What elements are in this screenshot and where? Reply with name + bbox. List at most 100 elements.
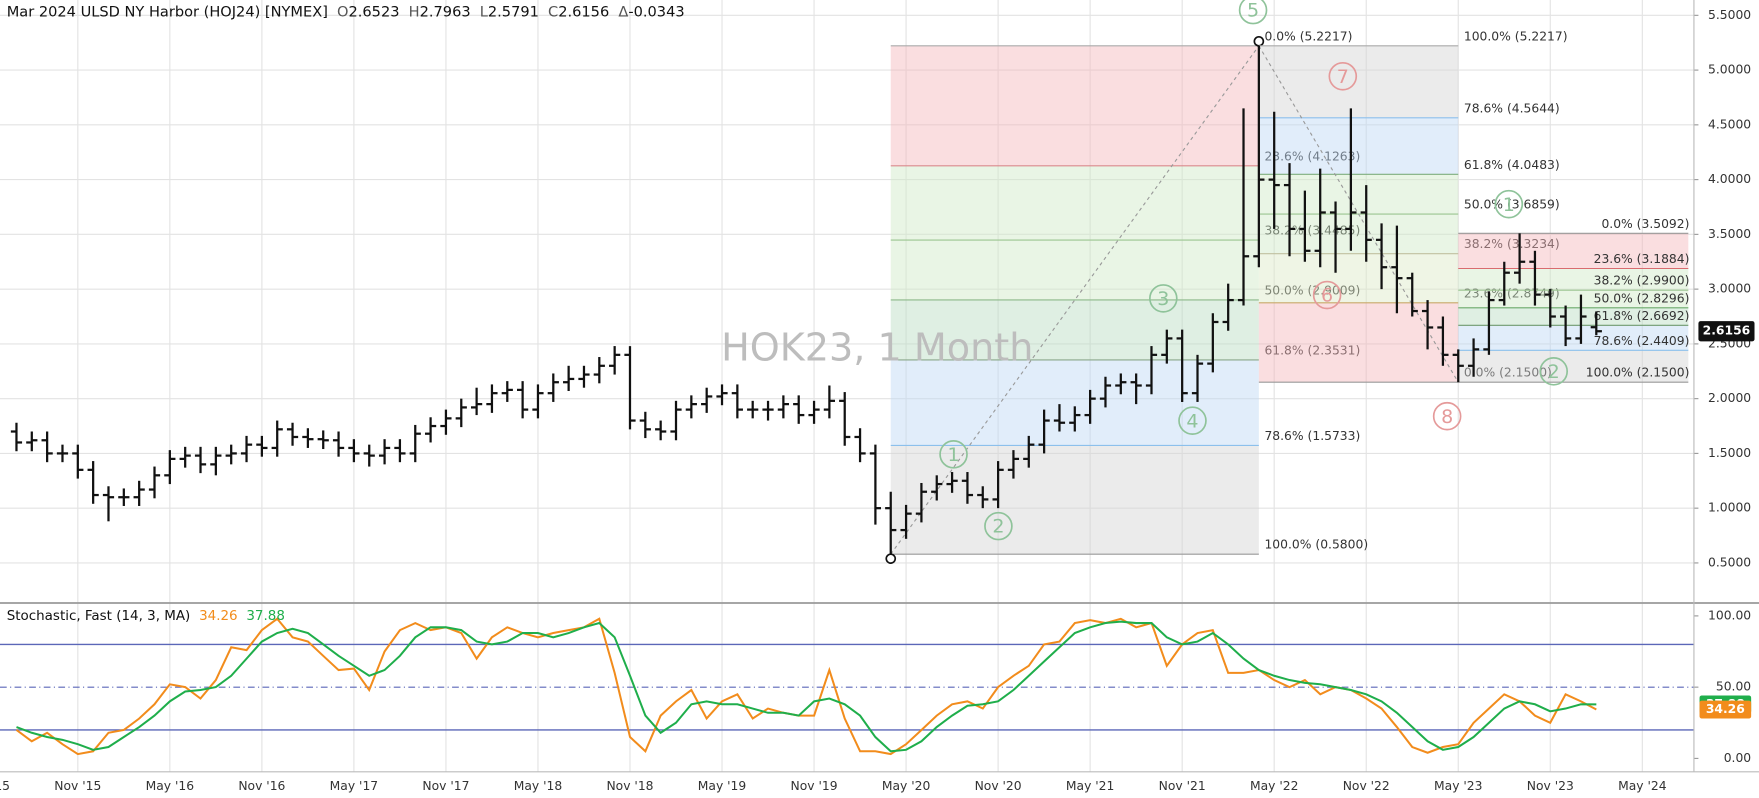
fib-label: 50.0% (2.9009)	[1264, 284, 1360, 298]
wave-label: 8	[1441, 406, 1453, 428]
wave-circle	[1328, 61, 1358, 91]
x-tick-label: May '23	[1434, 779, 1482, 793]
stochastic-header: Stochastic, Fast (14, 3, MA) 34.26 37.88	[7, 609, 285, 624]
ohlc-label: H	[409, 3, 420, 20]
fib-zone	[1458, 325, 1689, 351]
x-tick-label: Nov '18	[606, 779, 653, 793]
stochastic-layer	[0, 617, 1694, 756]
y-tick-label: 5.5000	[1708, 8, 1751, 22]
wave-circle	[1432, 401, 1462, 431]
fib-label: 50.0% (3.6859)	[1464, 198, 1560, 212]
open-value: 2.6523	[349, 3, 400, 20]
x-tick-label: May '16	[146, 779, 195, 793]
wave-annotations: 5 1 2 3 4 6 7 8 1 2	[939, 0, 1569, 541]
chart-title: Mar 2024 ULSD NY Harbor (HOJ24) [NYMEX]	[7, 3, 328, 20]
change-value: -0.0343	[628, 3, 684, 20]
wave-label: 2	[992, 516, 1004, 538]
x-tick-label: Nov '19	[791, 779, 838, 793]
x-tick-label: Nov '15	[54, 779, 101, 793]
pivot-low	[885, 553, 897, 564]
x-tick-label: Nov '16	[238, 779, 285, 793]
fib-label: 50.0% (2.8296)	[1594, 291, 1690, 305]
x-tick-label: May '15	[0, 779, 10, 793]
k-value: 34.26	[199, 609, 238, 624]
y-tick-label: 2.0000	[1708, 391, 1751, 405]
stochastic-line	[16, 620, 1597, 753]
fib-label: 23.6% (3.1884)	[1594, 252, 1690, 266]
x-tick-label: May '18	[514, 779, 562, 793]
y-tick-label: 0.5000	[1708, 555, 1751, 569]
d-value: 37.88	[246, 609, 285, 624]
x-tick-label: May '17	[330, 779, 378, 793]
ohlc-label: Δ	[618, 3, 628, 20]
price-tag-label: 2.6156	[1703, 324, 1751, 338]
y-tick-label: 0.00	[1724, 751, 1752, 765]
wave-label: 3	[1157, 288, 1169, 310]
fib-zone	[890, 359, 1259, 446]
x-tick-label: Nov '17	[422, 779, 469, 793]
x-tick-label: May '20	[882, 779, 931, 793]
fib-zone	[1258, 45, 1459, 118]
value-tag	[1699, 700, 1752, 719]
fib-label: 78.6% (4.5644)	[1464, 101, 1560, 115]
stochastic-line	[15, 617, 1597, 756]
fib-label: 100.0% (0.5800)	[1264, 538, 1368, 552]
fib-zone	[890, 240, 1259, 300]
fib-zone	[890, 445, 1259, 555]
wave-label: 7	[1337, 66, 1349, 88]
wave-circle	[939, 440, 968, 469]
value-tag-label: 34.26	[1706, 702, 1745, 716]
fib-zone	[1458, 290, 1689, 308]
y-tick-label: 5.0000	[1708, 63, 1751, 77]
x-tick-label: Nov '22	[1343, 779, 1390, 793]
y-tick-label: 4.5000	[1708, 117, 1751, 131]
x-tick-label: May '24	[1618, 779, 1667, 793]
wave-circle	[984, 511, 1013, 541]
ohlc-label: O	[337, 3, 348, 20]
y-tick-label: 4.0000	[1708, 172, 1751, 186]
fib-label: 38.2% (3.3234)	[1464, 237, 1560, 251]
fib-trend	[1258, 45, 1459, 383]
y-tick-label: 1.5000	[1708, 446, 1751, 460]
fibonacci-layer: 0.0% (5.2217)23.6% (4.1263)38.2% (3.4485…	[885, 29, 1690, 564]
x-tick-label: May '22	[1250, 779, 1298, 793]
wave-label: 2	[1548, 361, 1560, 383]
fib-label: 23.6% (4.1263)	[1264, 149, 1360, 163]
fib-label: 78.6% (2.4409)	[1594, 334, 1690, 348]
low-value: 2.5791	[488, 3, 539, 20]
fib-label: 61.8% (4.0483)	[1464, 158, 1560, 172]
y-tick-label: 1.0000	[1708, 501, 1751, 515]
wave-label: 4	[1186, 410, 1198, 432]
fib-zone	[1258, 302, 1459, 383]
y-tick-label: 50.00	[1716, 680, 1751, 694]
wave-label: 1	[947, 444, 959, 466]
ohlc-label: C	[548, 3, 558, 20]
fib-zone	[1258, 253, 1459, 303]
x-tick-label: May '21	[1066, 779, 1114, 793]
wave-circle	[1238, 0, 1268, 25]
fib-zone	[890, 165, 1259, 241]
fib-label: 100.0% (2.1500)	[1586, 366, 1690, 380]
fib-zone	[890, 299, 1259, 360]
price-tag	[1698, 321, 1755, 342]
pivot-high	[1253, 35, 1265, 47]
fib-zone	[1258, 214, 1459, 254]
y-tick-label: 100.00	[1708, 608, 1751, 622]
fib-zone	[1458, 233, 1689, 269]
wave-circle	[1178, 406, 1207, 435]
wave-label: 6	[1321, 285, 1333, 307]
chart-header: Mar 2024 ULSD NY Harbor (HOJ24) [NYMEX] …	[7, 3, 685, 20]
wave-label: 5	[1247, 0, 1259, 22]
fib-label: 61.8% (2.6692)	[1594, 309, 1690, 323]
x-tick-label: Nov '21	[1159, 779, 1206, 793]
fib-zone	[1258, 117, 1459, 175]
high-value: 2.7963	[420, 3, 471, 20]
fib-label: 38.2% (2.9900)	[1594, 274, 1690, 288]
close-value: 2.6156	[558, 3, 609, 20]
fib-zone	[1458, 268, 1689, 291]
x-tick-label: Nov '20	[975, 779, 1022, 793]
fib-label: 0.0% (5.2217)	[1264, 29, 1352, 43]
